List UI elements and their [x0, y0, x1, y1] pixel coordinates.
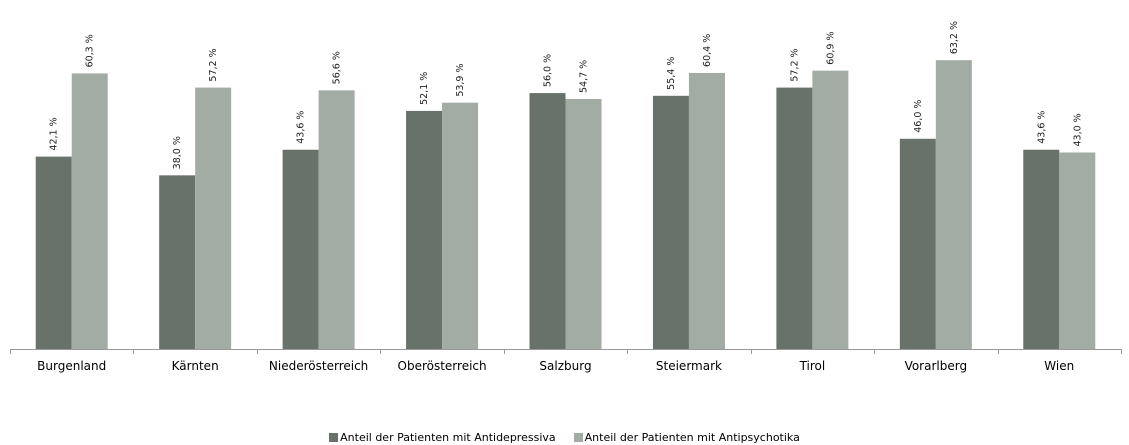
- bar-niederoesterreich-series-1: [282, 149, 319, 349]
- data-label-vorarlberg-series-1: 46,0 %: [913, 100, 924, 133]
- bar-oberoesterreich-series-2: [442, 102, 479, 349]
- x-tick-label-wien: Wien: [1044, 359, 1074, 373]
- x-tick-label-kaernten: Kärnten: [172, 359, 219, 373]
- legend-item-antidepressiva: Anteil der Patienten mit Antidepressiva: [329, 431, 556, 444]
- data-label-burgenland-series-1: 42,1 %: [49, 117, 60, 150]
- bar-steiermark-series-1: [652, 95, 689, 350]
- x-tick-label-salzburg: Salzburg: [539, 359, 591, 373]
- bars-group: [35, 60, 1096, 350]
- bar-kaernten-series-1: [159, 175, 196, 349]
- data-label-steiermark-series-2: 60,4 %: [702, 34, 713, 67]
- legend: Anteil der Patienten mit Antidepressiva …: [0, 430, 1129, 444]
- bar-vorarlberg-series-1: [899, 138, 936, 349]
- x-tick-label-oberoesterreich: Oberösterreich: [398, 359, 487, 373]
- data-label-niederoesterreich-series-1: 43,6 %: [296, 111, 307, 144]
- data-label-tirol-series-2: 60,9 %: [825, 31, 836, 64]
- data-label-salzburg-series-1: 56,0 %: [543, 54, 554, 87]
- legend-swatch-antipsychotika: [573, 432, 583, 442]
- bar-wien-series-1: [1023, 149, 1060, 349]
- bar-vorarlberg-series-2: [935, 60, 972, 350]
- data-labels-group: 42,1 % 60,3 % 38,0 % 57,2 % 43,6 % 56,6 % 52,1…: [49, 21, 1084, 169]
- data-label-oberoesterreich-series-1: 52,1 %: [419, 72, 430, 105]
- data-label-kaernten-series-2: 57,2 %: [208, 48, 219, 81]
- data-label-kaernten-series-1: 38,0 %: [172, 136, 183, 169]
- data-label-wien-series-2: 43,0 %: [1072, 113, 1083, 146]
- bar-salzburg-series-1: [529, 93, 566, 349]
- data-label-steiermark-series-1: 55,4 %: [666, 57, 677, 90]
- bar-wien-series-2: [1059, 152, 1096, 349]
- data-label-oberoesterreich-series-2: 53,9 %: [455, 63, 466, 96]
- x-tick-label-steiermark: Steiermark: [656, 359, 722, 373]
- legend-swatch-antidepressiva: [329, 432, 339, 442]
- data-label-vorarlberg-series-2: 63,2 %: [949, 21, 960, 54]
- x-tick-label-burgenland: Burgenland: [37, 359, 106, 373]
- bar-kaernten-series-2: [195, 87, 232, 349]
- data-label-salzburg-series-2: 54,7 %: [579, 60, 590, 93]
- x-tick-label-tirol: Tirol: [799, 359, 826, 373]
- legend-label-antipsychotika: Anteil der Patienten mit Antipsychotika: [584, 430, 800, 444]
- x-tick-label-niederoesterreich: Niederösterreich: [269, 359, 368, 373]
- data-label-burgenland-series-2: 60,3 %: [85, 34, 96, 67]
- bar-burgenland-series-2: [71, 73, 108, 349]
- data-label-niederoesterreich-series-2: 56,6 %: [332, 51, 343, 84]
- x-tick-label-vorarlberg: Vorarlberg: [905, 359, 968, 373]
- bar-chart: 42,1 % 60,3 % 38,0 % 57,2 % 43,6 % 56,6 % 52,1…: [10, 21, 1122, 373]
- bar-salzburg-series-2: [565, 99, 602, 349]
- legend-label-antidepressiva: Anteil der Patienten mit Antidepressiva: [340, 430, 556, 444]
- bar-burgenland-series-1: [35, 156, 72, 349]
- x-axis-ticks: [10, 349, 1122, 354]
- legend-item-antipsychotika: Anteil der Patienten mit Antipsychotika: [573, 430, 800, 444]
- bar-steiermark-series-2: [688, 72, 725, 350]
- data-label-wien-series-1: 43,6 %: [1036, 111, 1047, 144]
- bar-tirol-series-2: [812, 70, 849, 349]
- data-label-tirol-series-1: 57,2 %: [789, 48, 800, 81]
- bar-tirol-series-1: [776, 87, 813, 349]
- x-axis-tick-labels: Burgenland Kärnten Niederösterreich Oberöst…: [37, 359, 1074, 373]
- bar-niederoesterreich-series-2: [318, 90, 355, 349]
- bar-oberoesterreich-series-1: [406, 110, 443, 349]
